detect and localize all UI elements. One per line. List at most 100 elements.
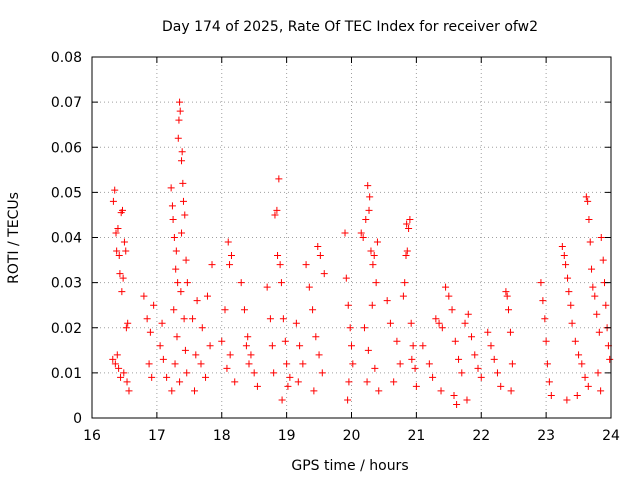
data-point <box>314 243 322 251</box>
data-point <box>278 396 286 404</box>
data-point <box>591 292 599 300</box>
y-axis-label: ROTI / TECUs <box>6 192 22 284</box>
data-point <box>277 279 285 287</box>
data-point <box>490 355 498 363</box>
data-point <box>594 369 602 377</box>
data-point <box>111 186 119 194</box>
data-point <box>179 179 187 187</box>
data-point <box>545 378 553 386</box>
data-point <box>406 215 414 223</box>
data-point <box>558 243 566 251</box>
data-point <box>173 333 181 341</box>
data-point <box>175 116 183 124</box>
data-point <box>227 252 235 260</box>
data-point <box>586 238 594 246</box>
data-point <box>299 360 307 368</box>
data-point <box>202 373 210 381</box>
data-point <box>573 391 581 399</box>
data-point <box>407 319 415 327</box>
data-point <box>362 215 370 223</box>
grid-lines <box>92 57 611 418</box>
data-point <box>360 324 368 332</box>
data-point <box>565 288 573 296</box>
data-point <box>174 134 182 142</box>
data-point <box>192 351 200 359</box>
axis-ticks: 16 17 18 19 20 21 22 23 24 0 0.01 0.02 0.03 0.04 0.05 0… <box>51 50 620 444</box>
data-point <box>463 396 471 404</box>
data-point <box>484 328 492 336</box>
data-point <box>180 315 188 323</box>
data-point <box>401 279 409 287</box>
data-point <box>111 360 119 368</box>
data-point <box>178 148 186 156</box>
data-point <box>244 333 252 341</box>
data-points <box>109 98 614 408</box>
data-point <box>276 261 284 269</box>
data-point <box>578 360 586 368</box>
data-point <box>302 261 310 269</box>
data-point <box>589 283 597 291</box>
data-point <box>169 215 177 223</box>
data-point <box>113 351 121 359</box>
data-point <box>122 247 130 255</box>
y-tick-label: 0.04 <box>51 231 82 247</box>
data-point <box>117 373 125 381</box>
data-point <box>584 197 592 205</box>
x-axis-label: GPS time / hours <box>291 458 408 474</box>
data-point <box>245 360 253 368</box>
data-point <box>477 373 485 381</box>
data-point <box>455 355 463 363</box>
data-point <box>266 315 274 323</box>
data-point <box>438 324 446 332</box>
data-point <box>193 297 201 305</box>
data-point <box>191 387 199 395</box>
data-point <box>371 364 379 372</box>
data-point <box>177 288 185 296</box>
data-point <box>588 265 596 273</box>
data-point <box>562 261 570 269</box>
data-point <box>296 342 304 350</box>
x-tick-label: 18 <box>213 428 231 444</box>
data-point <box>367 247 375 255</box>
data-point <box>349 360 357 368</box>
data-point <box>364 182 372 190</box>
data-point <box>208 261 216 269</box>
data-point <box>224 238 232 246</box>
data-point <box>143 315 151 323</box>
data-point <box>123 378 131 386</box>
data-point <box>231 378 239 386</box>
data-point <box>597 234 605 241</box>
data-point <box>179 197 187 205</box>
data-point <box>369 261 377 269</box>
y-tick-label: 0.02 <box>51 321 82 337</box>
data-point <box>471 351 479 359</box>
data-point <box>263 283 271 291</box>
data-point <box>140 292 148 300</box>
data-point <box>145 360 153 368</box>
data-point <box>342 274 350 282</box>
y-tick-label: 0.01 <box>51 366 82 382</box>
data-point <box>503 292 511 300</box>
data-point <box>425 360 433 368</box>
data-point <box>581 373 589 381</box>
data-point <box>218 337 226 345</box>
data-point <box>115 364 123 372</box>
data-point <box>372 279 380 287</box>
data-point <box>357 229 365 237</box>
y-tick-label: 0.06 <box>51 140 82 156</box>
data-point <box>146 328 154 336</box>
chart-title: Day 174 of 2025, Rate Of TEC Index for r… <box>162 19 538 35</box>
data-point <box>120 238 128 246</box>
data-point <box>599 256 607 264</box>
data-point <box>602 301 610 309</box>
data-point <box>597 387 605 395</box>
data-point <box>168 202 176 210</box>
data-point <box>403 247 411 255</box>
data-point <box>284 382 292 390</box>
data-point <box>344 396 352 404</box>
data-point <box>560 252 568 260</box>
data-point <box>115 252 123 260</box>
y-tick-label: 0 <box>73 411 82 427</box>
data-point <box>508 360 516 368</box>
